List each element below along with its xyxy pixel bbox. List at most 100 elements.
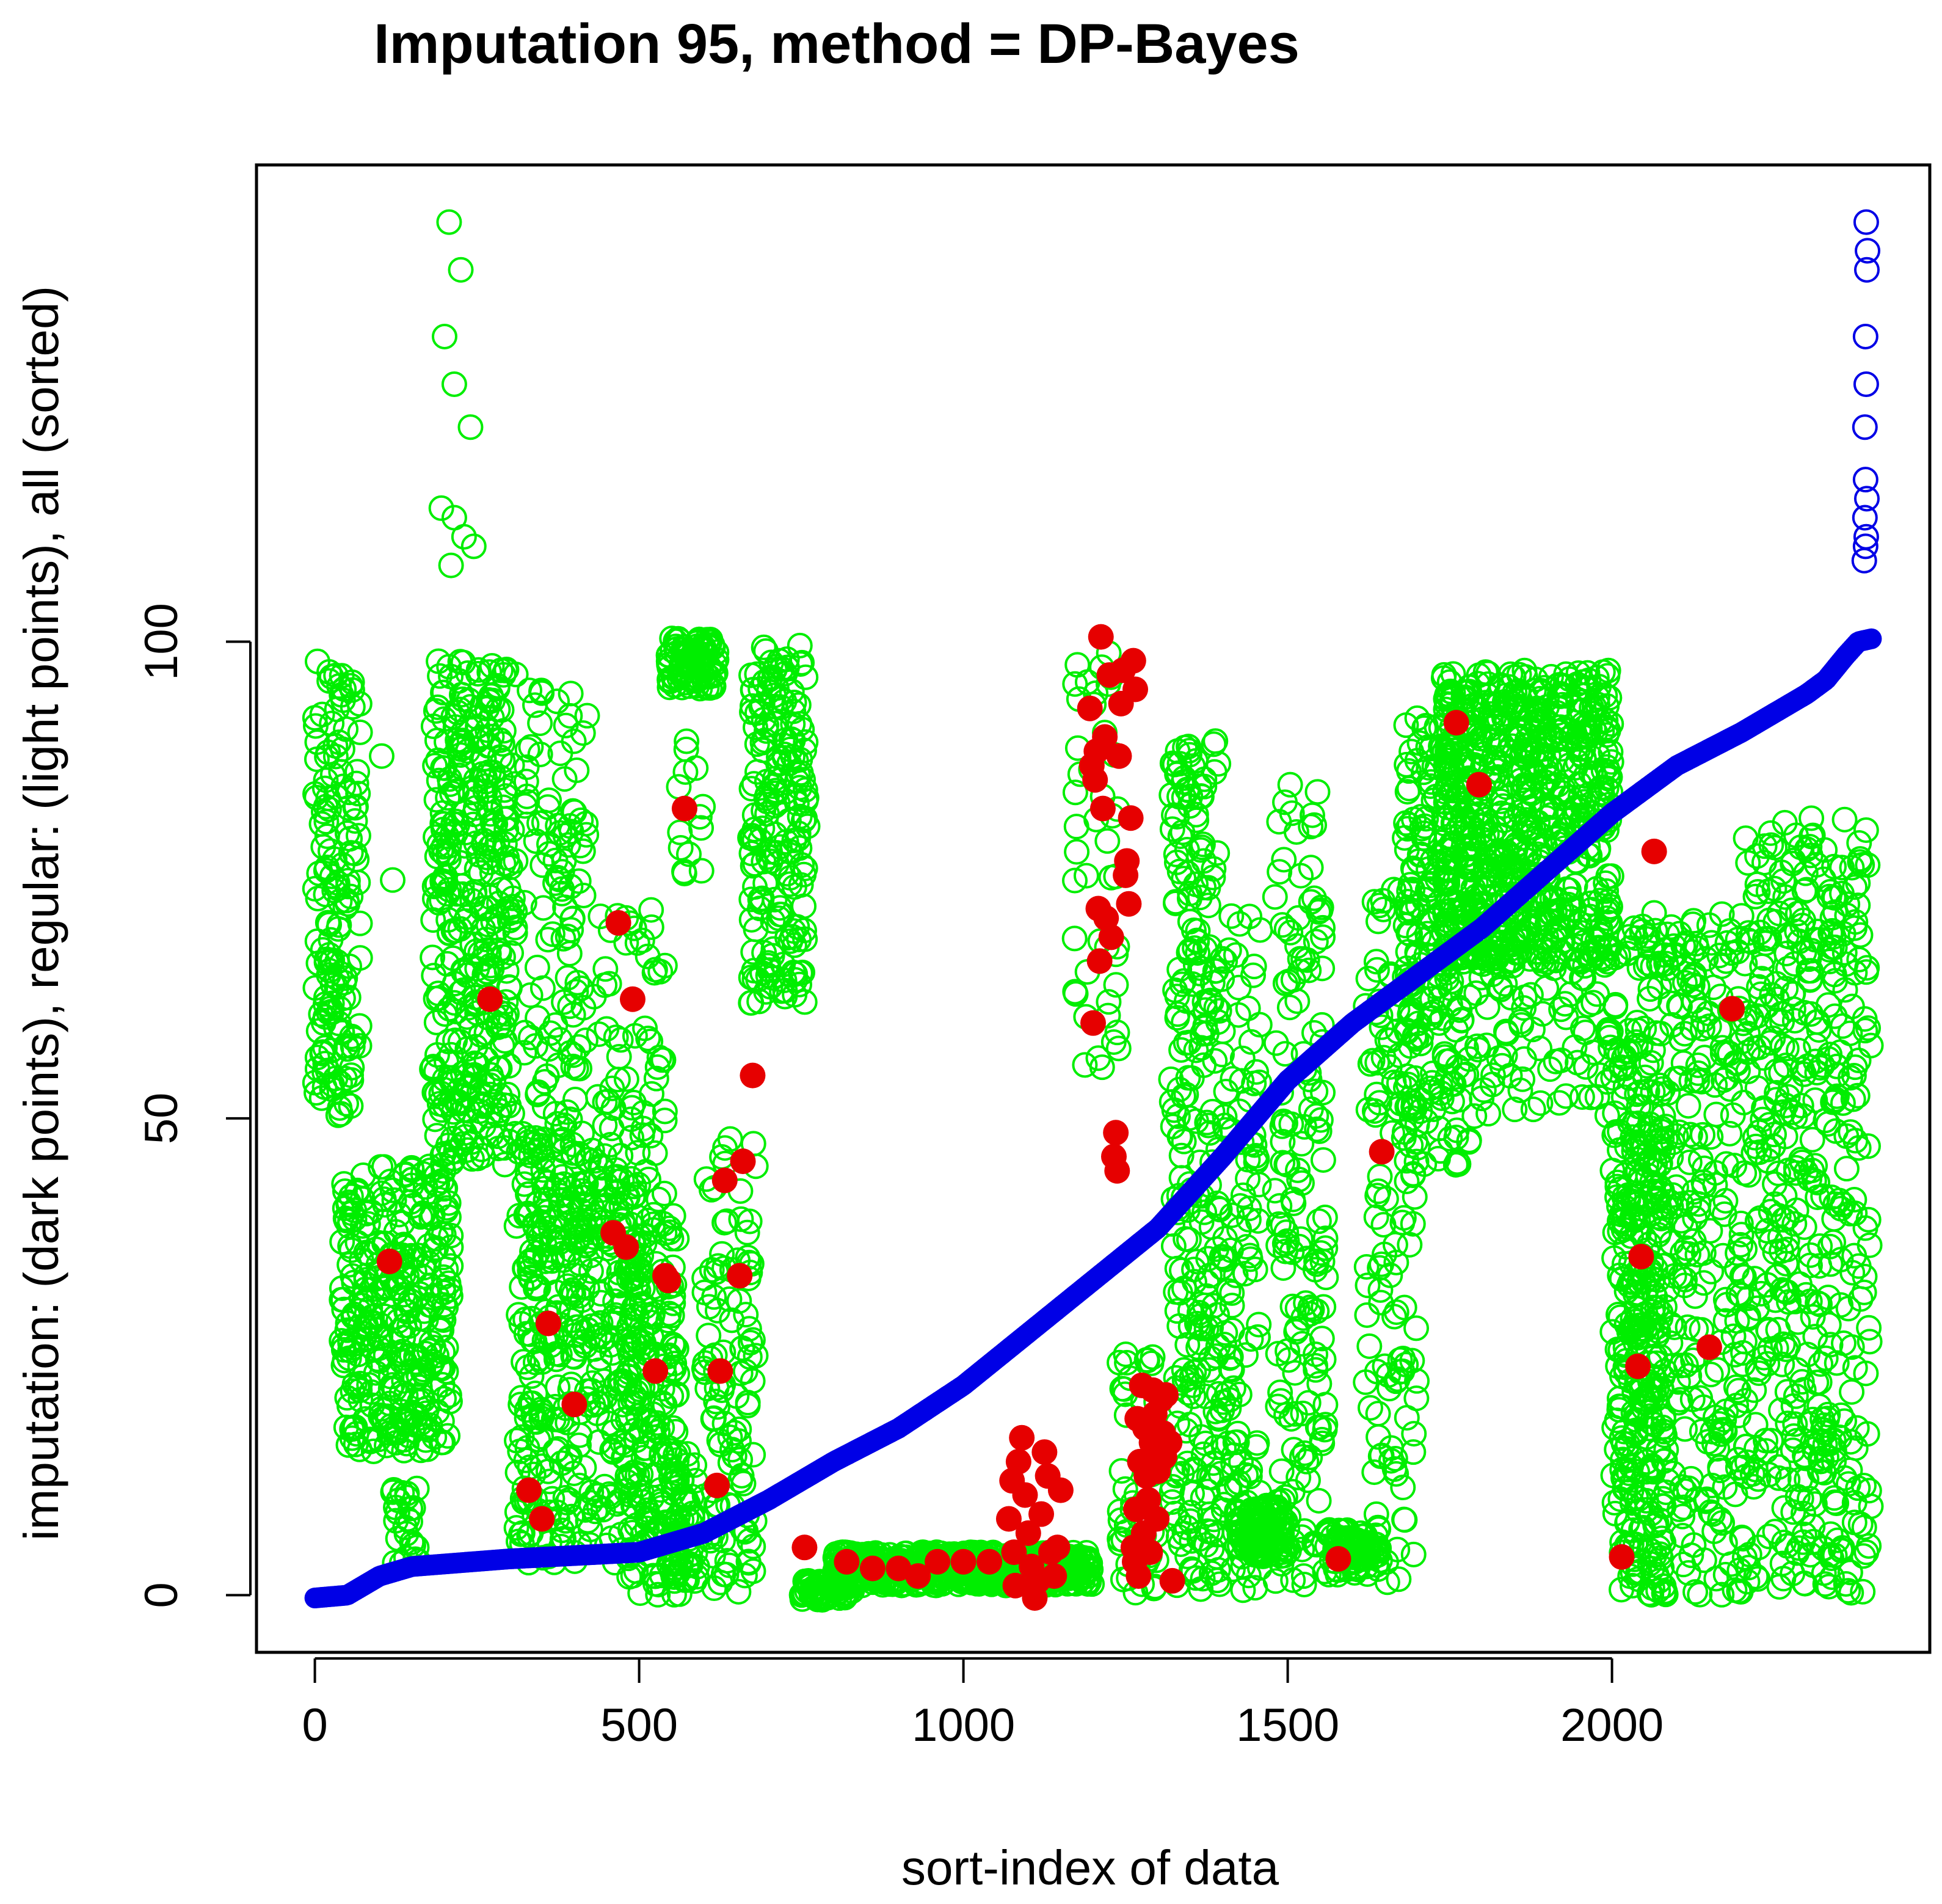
regular-point	[1063, 981, 1089, 1007]
regular-point	[578, 1479, 605, 1505]
regular-point	[433, 1256, 459, 1282]
regular-point	[559, 1277, 585, 1303]
regular-point	[539, 1486, 566, 1512]
regular-point	[553, 712, 579, 739]
regular-point	[1298, 855, 1324, 881]
regular-point	[494, 845, 520, 871]
regular-point	[503, 1515, 529, 1541]
regular-point	[425, 980, 451, 1007]
regular-point	[570, 720, 596, 746]
regular-point	[311, 775, 338, 801]
regular-point	[389, 1479, 415, 1506]
regular-point	[638, 1123, 664, 1149]
regular-point	[329, 682, 355, 708]
regular-point	[1400, 1541, 1427, 1567]
regular-point	[495, 1081, 521, 1107]
regular-point	[608, 1142, 634, 1169]
regular-point	[449, 686, 476, 712]
regular-point	[316, 796, 342, 822]
regular-point	[380, 1479, 406, 1505]
chart-title: Imputation 95, method = DP-Bayes	[374, 13, 1300, 75]
regular-point	[423, 1235, 449, 1261]
regular-point	[726, 1578, 752, 1605]
regular-point	[390, 1282, 416, 1308]
regular-point	[550, 1126, 576, 1153]
regular-point	[629, 927, 655, 954]
regular-point	[517, 677, 543, 704]
regular-point	[1356, 1333, 1383, 1359]
regular-point	[396, 1313, 423, 1339]
regular-point	[455, 738, 481, 764]
regular-point	[621, 1384, 647, 1410]
regular-point	[550, 1241, 576, 1267]
regular-point	[346, 1013, 373, 1039]
regular-point	[511, 1040, 537, 1066]
regular-point	[551, 766, 578, 792]
regular-point	[316, 942, 343, 968]
regular-point	[638, 897, 664, 923]
regular-point	[368, 1154, 394, 1180]
regular-point	[664, 1225, 690, 1252]
regular-point	[502, 920, 528, 946]
regular-point	[421, 1334, 447, 1360]
regular-point	[539, 921, 566, 947]
regular-point	[436, 654, 462, 680]
regular-point	[315, 1057, 341, 1084]
regular-point	[379, 1372, 405, 1398]
regular-point	[304, 729, 330, 755]
regular-point	[490, 851, 517, 877]
regular-point	[1363, 1501, 1389, 1527]
regular-point	[415, 1436, 441, 1462]
regular-point	[617, 1341, 644, 1368]
regular-point	[667, 834, 694, 861]
regular-point	[509, 1424, 535, 1450]
regular-point	[338, 840, 364, 866]
regular-point	[390, 1262, 416, 1288]
regular-point	[1602, 993, 1628, 1019]
regular-point	[395, 1410, 421, 1437]
regular-point	[590, 1497, 616, 1523]
regular-point	[434, 1195, 460, 1221]
regular-point	[586, 1256, 612, 1282]
regular-point	[622, 1023, 648, 1049]
regular-point	[481, 812, 507, 838]
regular-point	[615, 1423, 641, 1449]
regular-point	[509, 1274, 535, 1300]
regular-point	[527, 741, 553, 767]
regular-point	[605, 1178, 631, 1205]
regular-point	[588, 1177, 614, 1203]
regular-point	[525, 1191, 551, 1217]
regular-point	[479, 653, 505, 679]
regular-point	[516, 1523, 542, 1549]
regular-point	[558, 1195, 584, 1221]
regular-point	[555, 924, 581, 950]
regular-point	[468, 859, 494, 886]
regular-point	[480, 687, 506, 713]
regular-point	[480, 908, 506, 935]
regular-point	[427, 663, 453, 689]
regular-point	[332, 1348, 358, 1374]
regular-point	[427, 1220, 454, 1246]
regular-point	[416, 1250, 442, 1276]
regular-point	[434, 950, 460, 977]
regular-point	[328, 1101, 354, 1127]
regular-point	[507, 1439, 533, 1465]
regular-point	[313, 793, 339, 820]
regular-point	[551, 989, 577, 1015]
regular-point	[462, 1050, 488, 1076]
regular-point	[318, 1037, 344, 1063]
regular-point	[552, 894, 578, 921]
regular-point	[464, 1000, 490, 1026]
regular-point	[1403, 1315, 1430, 1341]
regular-point	[584, 1400, 610, 1426]
regular-point	[638, 1028, 664, 1054]
regular-point	[557, 1040, 583, 1066]
regular-point	[587, 1165, 614, 1192]
regular-point	[402, 1349, 429, 1375]
regular-point	[324, 696, 350, 723]
regular-point	[430, 1429, 456, 1456]
regular-point	[523, 1273, 550, 1299]
regular-point	[502, 1121, 528, 1147]
regular-point	[630, 1489, 656, 1515]
regular-point	[450, 977, 476, 1003]
